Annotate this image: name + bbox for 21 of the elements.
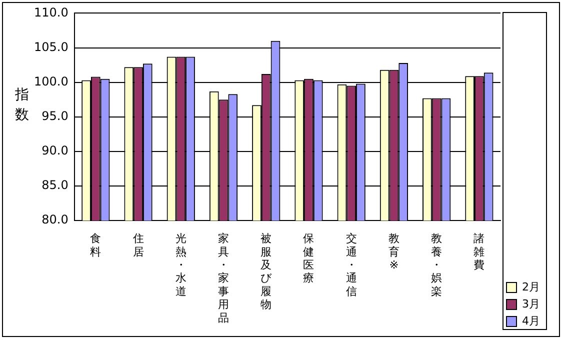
x-tick-label: 家具・家事用品 [218, 232, 230, 324]
legend-label: 3月 [522, 297, 540, 310]
legend-label: 2月 [522, 280, 540, 294]
x-tick-label: 食料 [90, 232, 102, 258]
x-tick-label: 諸雑費 [474, 232, 485, 272]
y-tick-label: 85.0 [42, 178, 68, 192]
y-tick-label: 95.0 [42, 109, 68, 124]
y-tick-label: 105.0 [34, 40, 68, 54]
x-tick-label: 交通・通信 [346, 232, 357, 298]
y-tick-label: 90.0 [42, 144, 68, 158]
legend-label: 4月 [522, 314, 540, 328]
x-tick-label: 教養・娯楽 [431, 232, 442, 298]
x-tick-label: 教育※ [388, 232, 400, 272]
y-axis-title: 指数 [14, 86, 30, 125]
x-tick-label: 住居 [132, 232, 144, 258]
x-tick-label: 被服及び履物 [260, 232, 273, 312]
x-tick-label: 保健医療 [303, 232, 314, 285]
x-tick-label: 光熱・水道 [175, 232, 186, 298]
y-tick-label: 110.0 [34, 5, 68, 20]
y-tick-label: 100.0 [34, 74, 68, 88]
y-tick-label: 80.0 [42, 212, 68, 227]
